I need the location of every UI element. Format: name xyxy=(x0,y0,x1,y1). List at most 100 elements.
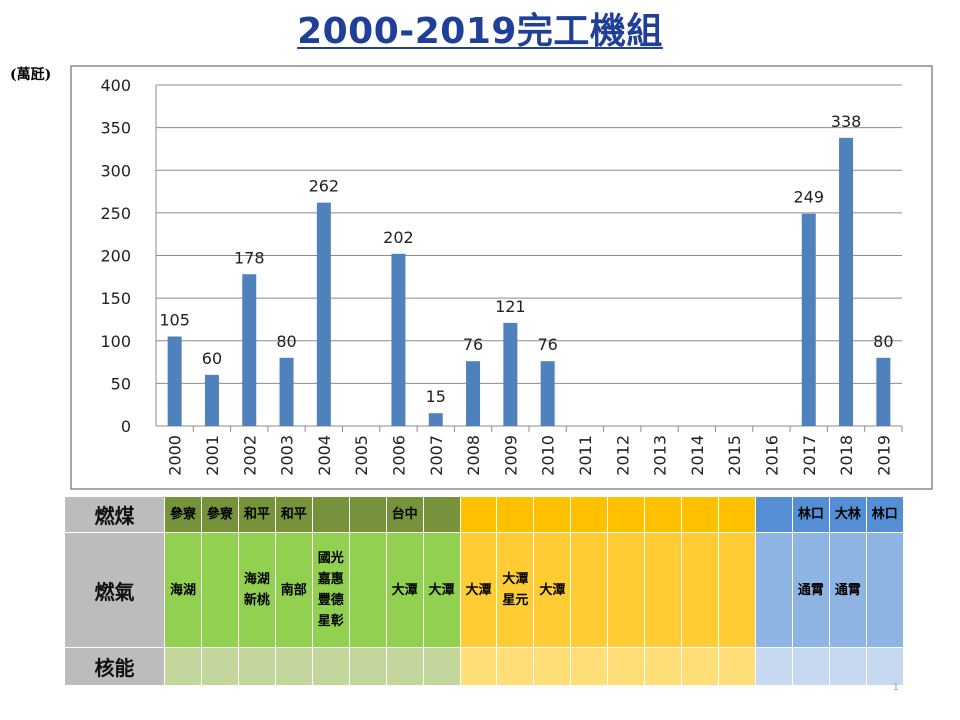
table-cell xyxy=(607,647,646,686)
plant-name: 大潭 xyxy=(428,582,455,598)
plant-name: 星彰 xyxy=(317,614,344,629)
page-number: 1 xyxy=(893,683,899,693)
table-cell: 台中 xyxy=(385,496,424,533)
y-tick-label: 100 xyxy=(100,332,131,351)
bar-2007 xyxy=(428,413,443,426)
bar-2009 xyxy=(503,322,518,426)
y-tick-label: 200 xyxy=(100,247,131,266)
plant-name: 國光 xyxy=(317,551,344,566)
y-tick-label: 350 xyxy=(100,119,131,138)
plant-name: 林口 xyxy=(797,507,824,522)
table-cell xyxy=(311,647,350,686)
x-tick-label-2018: 2018 xyxy=(837,435,856,476)
table-cell xyxy=(644,647,683,686)
table-cell xyxy=(607,496,646,533)
plant-name: 通霄 xyxy=(834,582,861,598)
data-label-2004: 262 xyxy=(309,177,340,196)
table-row-gas: 燃氣 海湖 海湖 新桃 南部 國光 嘉惠 豐德 星彰 大潭 大潭 大潭 大潭 星元 大潭 通霄 通霄 xyxy=(64,532,904,648)
y-tick-label: 0 xyxy=(121,417,131,436)
y-tick-label: 150 xyxy=(100,289,131,308)
table-cell: 林口 xyxy=(865,496,904,533)
table-cell: 國光 嘉惠 豐德 星彰 xyxy=(311,532,350,648)
table-cell xyxy=(828,647,867,686)
data-label-2008: 76 xyxy=(463,335,483,354)
plant-name: 南部 xyxy=(280,582,307,598)
plant-name: 大潭 xyxy=(465,582,492,598)
data-label-2017: 249 xyxy=(793,188,824,207)
table-cell xyxy=(791,647,830,686)
table-cell: 海湖 xyxy=(164,532,202,648)
x-tick-label-2008: 2008 xyxy=(464,435,483,476)
x-tick-label-2012: 2012 xyxy=(613,435,632,476)
data-label-2010: 76 xyxy=(537,335,557,354)
x-tick-label-2005: 2005 xyxy=(352,435,371,476)
table-cell xyxy=(644,532,683,648)
data-label-2003: 80 xyxy=(276,332,296,351)
x-tick-label-2001: 2001 xyxy=(203,435,222,476)
table-cell xyxy=(533,496,572,533)
plant-name: 大潭 xyxy=(391,582,418,598)
table-cell: 海湖 新桃 xyxy=(237,532,276,648)
plant-name: 參寮 xyxy=(169,507,196,522)
bar-2008 xyxy=(466,361,481,426)
table-cell: 和平 xyxy=(274,496,313,533)
x-tick-label-2016: 2016 xyxy=(762,435,781,476)
table-cell xyxy=(755,532,793,648)
data-label-2009: 121 xyxy=(495,297,526,316)
x-tick-label-2019: 2019 xyxy=(874,435,893,476)
table-cell: 和平 xyxy=(237,496,276,533)
bar-2017 xyxy=(801,213,816,426)
table-cell xyxy=(681,496,720,533)
data-label-2018: 338 xyxy=(831,112,862,131)
data-label-2019: 80 xyxy=(873,332,893,351)
table-cell xyxy=(755,647,793,686)
table-cell: 參寮 xyxy=(164,496,202,533)
table-cell xyxy=(385,647,424,686)
data-label-2001: 60 xyxy=(202,349,222,368)
table-cell xyxy=(718,496,756,533)
page-title: 2000-2019完工機組 xyxy=(297,11,663,52)
table-cell: 林口 xyxy=(791,496,830,533)
y-tick-label: 400 xyxy=(100,76,131,95)
table-cell xyxy=(164,647,202,686)
y-tick-label: 300 xyxy=(100,161,131,180)
table-cell: 大潭 xyxy=(533,532,572,648)
table-cell xyxy=(718,647,756,686)
bar-2002 xyxy=(242,274,257,426)
row-label-nuc: 核能 xyxy=(64,647,165,686)
plant-name: 通霄 xyxy=(797,582,824,598)
row-label-gas: 燃氣 xyxy=(64,532,165,648)
table-cell xyxy=(237,647,276,686)
table-cell xyxy=(200,532,239,648)
table-cell: 大潭 xyxy=(385,532,424,648)
table-cell: 大潭 星元 xyxy=(496,532,535,648)
table-cell: 參寮 xyxy=(200,496,239,533)
table-cell xyxy=(348,532,387,648)
plant-name: 和平 xyxy=(280,507,307,522)
table-cell xyxy=(644,496,683,533)
x-tick-label-2011: 2011 xyxy=(576,435,595,476)
plant-name: 星元 xyxy=(502,593,529,608)
plant-name: 新桃 xyxy=(243,593,270,608)
data-label-2000: 105 xyxy=(159,310,190,329)
table-cell: 大林 xyxy=(828,496,867,533)
plant-name: 大潭 xyxy=(539,582,566,598)
table-cell xyxy=(200,647,239,686)
table-cell xyxy=(681,647,720,686)
table-cell xyxy=(348,647,387,686)
table-cell xyxy=(718,532,756,648)
table-cell xyxy=(570,532,609,648)
bar-chart: 0 50 100 150 200 250 300 350 400 105 60 178 80 262 20… xyxy=(70,65,933,490)
plant-name: 台中 xyxy=(391,507,418,522)
plant-name: 參寮 xyxy=(206,507,233,522)
data-label-2002: 178 xyxy=(234,248,265,267)
table-cell xyxy=(422,647,461,686)
table-row-nuc: 核能 xyxy=(64,647,904,686)
table-cell: 通霄 xyxy=(828,532,867,648)
table-cell xyxy=(459,647,498,686)
table-cell xyxy=(570,496,609,533)
table-cell xyxy=(865,647,904,686)
y-tick-label: 50 xyxy=(111,374,131,393)
energy-table: 燃煤 參寮 參寮 和平 和平 台中 林口 大林 林口 燃氣 海湖 海湖 新桃 南部 國光 嘉惠 豐德 星彰 大潭 大潭… xyxy=(64,496,904,686)
table-cell xyxy=(496,496,535,533)
